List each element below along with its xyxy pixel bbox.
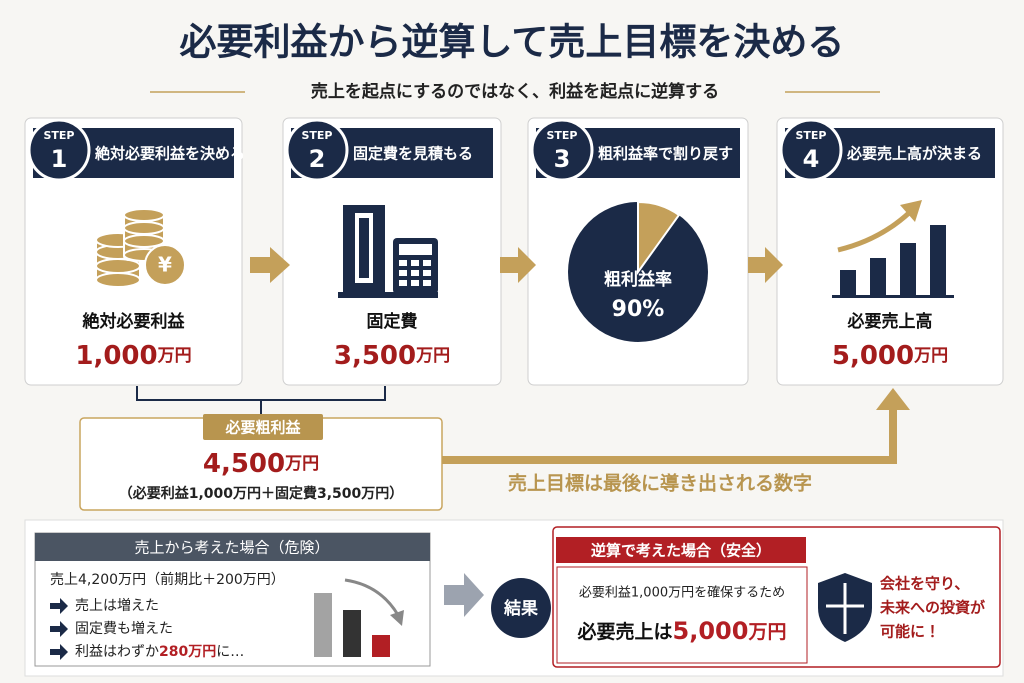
safe-title: 逆算で考えた場合（安全） bbox=[591, 542, 771, 560]
safe-line: 必要利益1,000万円を確保するため bbox=[579, 585, 785, 601]
bullet-tail: に… bbox=[216, 644, 244, 660]
growth-arrow bbox=[837, 210, 912, 253]
pie-slice bbox=[637, 200, 681, 276]
step-number: 4 bbox=[803, 145, 820, 173]
step-heading: 粗利益率で割り戻す bbox=[598, 145, 733, 163]
step-label: 固定費 bbox=[367, 311, 418, 332]
step-badge bbox=[530, 118, 594, 182]
safe-lead: 必要売上は bbox=[577, 620, 673, 643]
step-amount: 3,500万円 bbox=[334, 341, 450, 371]
step-unit: 万円 bbox=[913, 346, 948, 366]
summary-amount: 4,500万円 bbox=[203, 449, 319, 479]
coins-icon bbox=[95, 208, 186, 288]
benefit-line: 未来への投資が bbox=[879, 599, 986, 617]
summary-unit: 万円 bbox=[284, 454, 319, 474]
safe-value: 5,000 bbox=[673, 617, 749, 645]
benefit-line: 可能に！ bbox=[880, 623, 940, 641]
step-number: 2 bbox=[309, 145, 326, 173]
yen-icon: ¥ bbox=[158, 253, 172, 277]
step-unit: 万円 bbox=[157, 346, 192, 366]
step-number: 1 bbox=[51, 145, 68, 173]
step-heading: 必要売上高が決まる bbox=[846, 145, 982, 163]
subtitle: 売上を起点にするのではなく、利益を起点に逆算する bbox=[311, 81, 719, 102]
compare-arrow bbox=[444, 573, 484, 617]
growth-icon bbox=[832, 225, 954, 298]
bullet-highlight: 280万円 bbox=[159, 644, 216, 660]
title: 必要利益から逆算して売上目標を決める bbox=[180, 21, 845, 64]
benefit-line: 会社を守り、 bbox=[880, 575, 969, 593]
result-text: 結果 bbox=[503, 598, 538, 619]
flow-arrows bbox=[250, 247, 783, 283]
danger-line: 売上4,200万円（前期比＋200万円） bbox=[50, 571, 285, 588]
step-badge-label: STEP bbox=[301, 129, 332, 142]
step-value: 5,000 bbox=[832, 341, 914, 371]
growth-arrow-head bbox=[900, 200, 922, 222]
result-arrow bbox=[442, 408, 897, 464]
step-badge-label: STEP bbox=[43, 129, 74, 142]
bullet-text: 利益はわずか bbox=[75, 644, 159, 660]
safe-header bbox=[556, 537, 806, 563]
step-label: 絶対必要利益 bbox=[82, 311, 186, 332]
step-unit: 万円 bbox=[415, 346, 450, 366]
summary-tag bbox=[203, 414, 323, 440]
safe-inner bbox=[556, 566, 808, 664]
building-icon bbox=[338, 205, 438, 298]
step-heading: 絶対必要利益を決める bbox=[94, 145, 245, 163]
step-badge-label: STEP bbox=[546, 129, 577, 142]
step-card bbox=[282, 117, 502, 386]
safe-amount: 必要売上は5,000万円 bbox=[577, 617, 787, 645]
result-arrow-head bbox=[876, 388, 910, 410]
summary-tag-text: 必要粗利益 bbox=[224, 419, 301, 437]
safe-unit: 万円 bbox=[747, 621, 786, 643]
danger-header bbox=[35, 533, 430, 561]
step-badge-label: STEP bbox=[795, 129, 826, 142]
step-heading: 固定費を見積もる bbox=[353, 145, 473, 163]
step-amount: 5,000万円 bbox=[832, 341, 948, 371]
step-value: 1,000 bbox=[75, 341, 157, 371]
step-badge bbox=[779, 118, 843, 182]
decline-icon bbox=[314, 578, 404, 657]
summary-note: （必要利益1,000万円＋固定費3,500万円） bbox=[119, 485, 404, 502]
step-badge bbox=[285, 118, 349, 182]
danger-title: 売上から考えた場合（危険） bbox=[134, 539, 329, 557]
step-number: 3 bbox=[554, 145, 571, 173]
danger-bullet: 利益はわずか280万円に… bbox=[75, 644, 244, 660]
bullet-text: 固定費も増えた bbox=[75, 621, 173, 637]
step-amount: 1,000万円 bbox=[75, 341, 191, 371]
step-card bbox=[776, 117, 1004, 386]
summary-value: 4,500 bbox=[203, 449, 285, 479]
shield-mark bbox=[826, 583, 864, 634]
step-badge bbox=[27, 118, 91, 182]
danger-bullet: 固定費も増えた bbox=[75, 621, 173, 637]
caption: 売上目標は最後に導き出される数字 bbox=[508, 472, 812, 495]
step-value: 90% bbox=[612, 297, 665, 322]
bullet-text: 売上は増えた bbox=[75, 598, 159, 614]
danger-bullet: 売上は増えた bbox=[75, 598, 159, 614]
step-value: 3,500 bbox=[334, 341, 416, 371]
step-label: 必要売上高 bbox=[847, 311, 933, 332]
step-label: 粗利益率 bbox=[604, 269, 672, 290]
bullet-arrows bbox=[50, 598, 68, 660]
result-badge bbox=[491, 578, 551, 638]
